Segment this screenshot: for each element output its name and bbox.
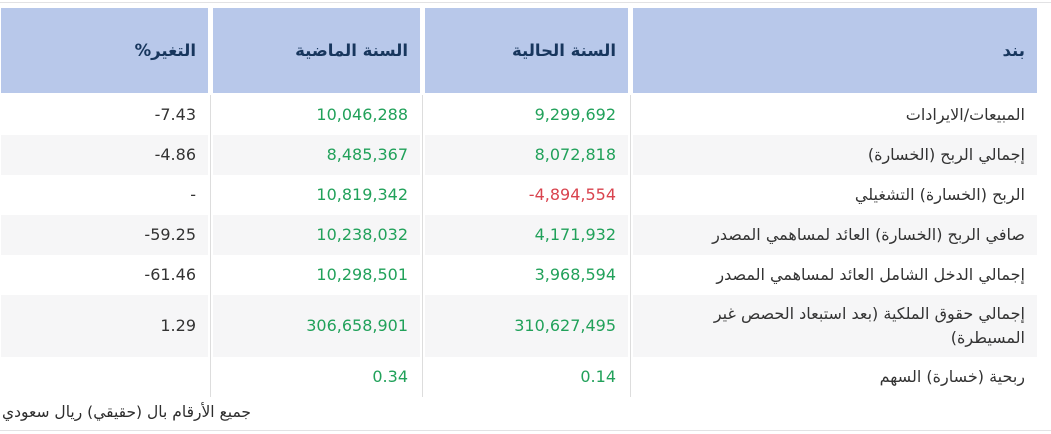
current-year-value: 3,968,594	[425, 255, 631, 295]
change-percent-value: 61.46-	[1, 255, 211, 295]
previous-year-value: 306,658,901	[213, 295, 423, 357]
table-row: المبيعات/الايرادات 9,299,692 10,046,288 …	[0, 95, 1037, 135]
row-item-label: إجمالي حقوق الملكية (بعد استبعاد الحصص غ…	[633, 295, 1037, 357]
current-year-value: 4,894,554-	[425, 175, 631, 215]
col-header-previous-year: السنة الماضية	[213, 8, 420, 93]
previous-year-value: 0.34	[213, 357, 423, 397]
table-header-row: بند السنة الحالية السنة الماضية التغير%	[0, 8, 1037, 93]
row-item-label: الربح (الخسارة) التشغيلي	[633, 175, 1037, 215]
financial-summary-table: بند السنة الحالية السنة الماضية التغير% …	[0, 8, 1037, 397]
top-divider	[0, 2, 1051, 3]
table-row: صافي الربح (الخسارة) العائد لمساهمي المص…	[0, 215, 1037, 255]
change-percent-value: 59.25-	[1, 215, 211, 255]
table-row: إجمالي حقوق الملكية (بعد استبعاد الحصص غ…	[0, 295, 1037, 357]
col-header-current-year: السنة الحالية	[425, 8, 628, 93]
bottom-divider	[0, 430, 1051, 431]
previous-year-value: 10,238,032	[213, 215, 423, 255]
previous-year-value: 8,485,367	[213, 135, 423, 175]
previous-year-value: 10,819,342	[213, 175, 423, 215]
current-year-value: 4,171,932	[425, 215, 631, 255]
row-item-label: ربحية (خسارة) السهم	[633, 357, 1037, 397]
current-year-value: 8,072,818	[425, 135, 631, 175]
previous-year-value: 10,298,501	[213, 255, 423, 295]
table-row: إجمالي الدخل الشامل العائد لمساهمي المصد…	[0, 255, 1037, 295]
col-header-change-percent: التغير%	[1, 8, 208, 93]
change-percent-value: 7.43-	[1, 95, 211, 135]
current-year-value: 0.14	[425, 357, 631, 397]
row-item-label: إجمالي الدخل الشامل العائد لمساهمي المصد…	[633, 255, 1037, 295]
change-percent-value: 4.86-	[1, 135, 211, 175]
current-year-value: 9,299,692	[425, 95, 631, 135]
row-item-label: إجمالي الربح (الخسارة)	[633, 135, 1037, 175]
row-item-label: صافي الربح (الخسارة) العائد لمساهمي المص…	[633, 215, 1037, 255]
table-row: الربح (الخسارة) التشغيلي 4,894,554- 10,8…	[0, 175, 1037, 215]
change-percent-value: 1.29	[1, 295, 211, 357]
current-year-value: 310,627,495	[425, 295, 631, 357]
table-body: المبيعات/الايرادات 9,299,692 10,046,288 …	[0, 95, 1037, 397]
previous-year-value: 10,046,288	[213, 95, 423, 135]
change-percent-value	[1, 357, 211, 397]
currency-footnote: جميع الأرقام بال (حقيقي) ريال سعودي	[2, 403, 252, 421]
row-item-label: المبيعات/الايرادات	[633, 95, 1037, 135]
change-percent-value: -	[1, 175, 211, 215]
col-header-item: بند	[633, 8, 1037, 93]
table-row: إجمالي الربح (الخسارة) 8,072,818 8,485,3…	[0, 135, 1037, 175]
table-row: ربحية (خسارة) السهم 0.14 0.34	[0, 357, 1037, 397]
